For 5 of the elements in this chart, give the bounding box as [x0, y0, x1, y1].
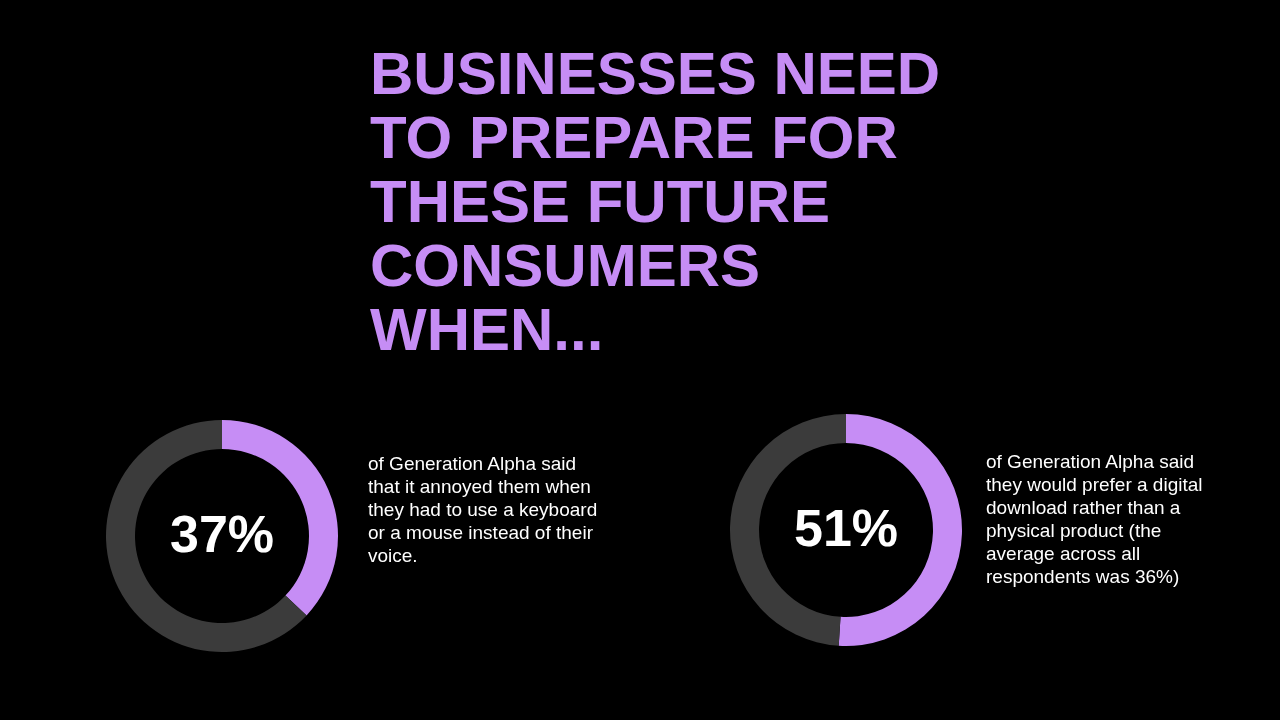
- text: BUSINESSES NEED TO PREPARE FOR THESE FUTURE CONSUMERS WHEN...: [370, 40, 942, 363]
- text: of Generation Alpha said they would prefer a digital download rather than a physical product (the average across all respondents was 36%): [986, 450, 1204, 588]
- text: 51%: [793, 499, 899, 558]
- text: of Generation Alpha said that it annoyed them when they had to use a keyboard or a mouse instead of their voice.: [368, 452, 599, 567]
- text: 37%: [169, 505, 275, 564]
